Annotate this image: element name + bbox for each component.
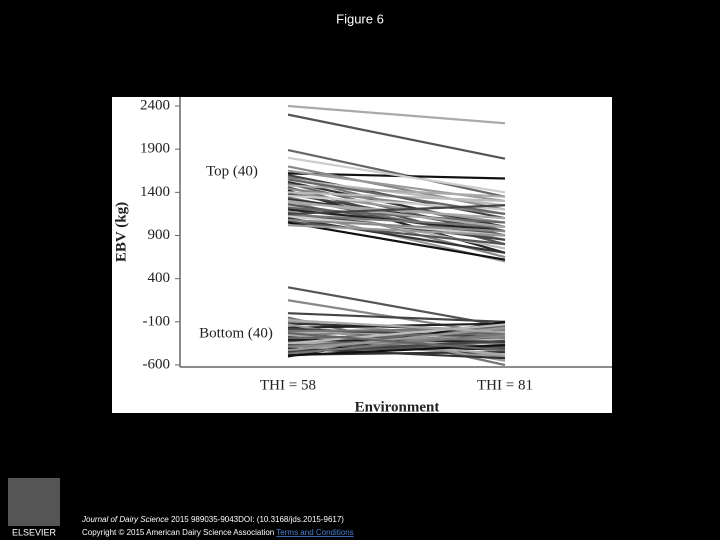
series-line	[287, 184, 506, 198]
series-line	[287, 204, 506, 216]
series-line	[287, 217, 506, 254]
publisher-logo	[8, 478, 60, 526]
series-line	[287, 312, 506, 323]
y-tick-label: -100	[143, 313, 171, 329]
series-line	[287, 332, 506, 355]
series-line	[287, 218, 506, 233]
y-tick-label: 2400	[140, 97, 170, 113]
series-line	[287, 104, 506, 125]
series-line	[287, 206, 506, 224]
series-line	[287, 169, 506, 203]
x-axis-label: Environment	[355, 399, 440, 415]
terms-link[interactable]: Terms and Conditions	[276, 528, 353, 537]
copyright: Copyright © 2015 American Dairy Science …	[82, 528, 354, 537]
plot	[287, 104, 506, 367]
series-line	[287, 331, 506, 340]
journal: Journal of Dairy Science	[81, 515, 169, 524]
series-line	[287, 178, 506, 207]
series-line	[287, 319, 506, 334]
x-tick-label: THI = 81	[477, 377, 533, 393]
series-line	[287, 221, 506, 261]
slide-title: Figure 6	[336, 11, 384, 26]
y-tick-label: -600	[143, 356, 171, 372]
figure-background	[112, 97, 612, 413]
series-line	[287, 113, 506, 160]
series-line	[287, 148, 506, 198]
series-line	[287, 165, 506, 211]
publisher-name: ELSEVIER	[12, 527, 57, 537]
citation-text: 2015 989035-9043DOI: (10.3168/jds.2015-9…	[171, 515, 344, 524]
copyright-text: Copyright © 2015 American Dairy Science …	[82, 528, 274, 537]
annotation: Bottom (40)	[199, 325, 273, 341]
series-line	[287, 323, 506, 345]
y-tick-label: 1900	[140, 141, 170, 157]
citation: Journal of Dairy Science 2015 989035-904…	[81, 515, 344, 524]
y-tick-label: 1400	[140, 184, 170, 200]
series-line	[287, 331, 506, 352]
series-line	[287, 213, 506, 228]
series-line	[287, 199, 506, 228]
x-tick-label: THI = 58	[260, 377, 316, 393]
series-line	[287, 326, 506, 352]
y-tick-label: 900	[148, 227, 171, 243]
series-line	[287, 156, 506, 194]
annotation: Top (40)	[206, 163, 258, 179]
series-line	[287, 224, 506, 237]
y-tick-label: 400	[148, 270, 171, 286]
series-line	[287, 220, 506, 246]
series-line	[287, 178, 506, 216]
y-axis-label: EBV (kg)	[113, 202, 129, 262]
